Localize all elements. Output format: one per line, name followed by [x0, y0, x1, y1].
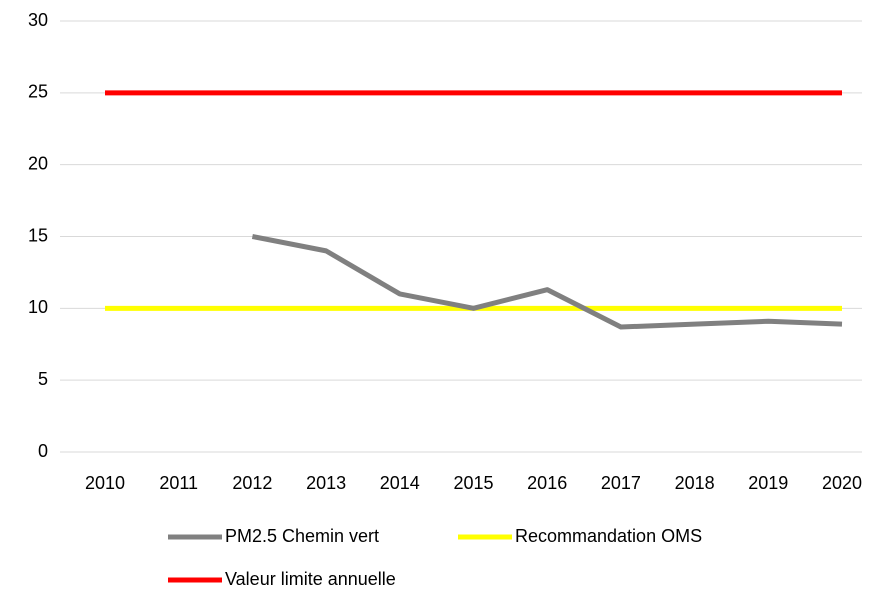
x-tick-label: 2015 [453, 473, 493, 493]
x-tick-label: 2018 [675, 473, 715, 493]
x-tick-label: 2012 [232, 473, 272, 493]
x-tick-label: 2016 [527, 473, 567, 493]
x-tick-label: 2013 [306, 473, 346, 493]
y-tick-label: 15 [28, 225, 48, 245]
y-tick-label: 25 [28, 82, 48, 102]
series-line [251, 234, 843, 330]
y-tick-label: 10 [28, 297, 48, 317]
y-tick-label: 30 [28, 10, 48, 30]
legend-label: Valeur limite annuelle [225, 569, 396, 589]
y-tick-label: 0 [38, 441, 48, 461]
x-tick-label: 2010 [85, 473, 125, 493]
x-tick-label: 2019 [748, 473, 788, 493]
x-tick-label: 2020 [822, 473, 862, 493]
y-tick-label: 20 [28, 153, 48, 173]
x-tick-label: 2017 [601, 473, 641, 493]
x-tick-label: 2011 [159, 473, 198, 493]
y-tick-label: 5 [38, 369, 48, 389]
x-tick-label: 2014 [380, 473, 420, 493]
legend-label: Recommandation OMS [515, 526, 702, 546]
legend-label: PM2.5 Chemin vert [225, 526, 379, 546]
